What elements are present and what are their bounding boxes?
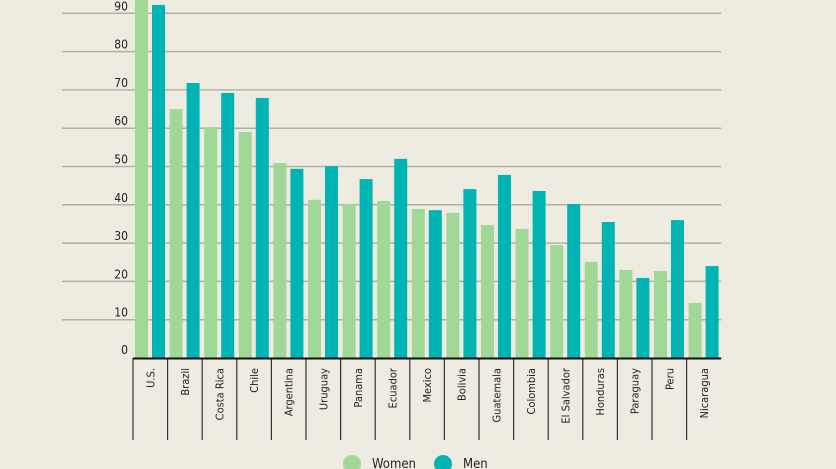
bar-men xyxy=(567,204,581,358)
bar-women xyxy=(446,212,460,358)
y-tick-label: 20 xyxy=(114,267,128,281)
bar-women xyxy=(481,225,494,358)
bar-men xyxy=(498,174,511,358)
bar-women xyxy=(342,204,356,358)
y-tick-label: 90 xyxy=(114,0,128,13)
y-tick-label: 70 xyxy=(114,76,128,90)
x-tick-label: Argentina xyxy=(283,368,296,416)
x-tick-label: Colombia xyxy=(525,368,538,415)
x-tick-label: El Salvador xyxy=(560,367,573,423)
bar-women xyxy=(584,261,598,358)
bars xyxy=(135,0,719,359)
x-tick-label: Brazil xyxy=(179,368,192,396)
legend-label-men: Men xyxy=(463,457,488,469)
bar-men xyxy=(671,220,684,358)
bar-men xyxy=(221,92,235,359)
x-tick-label: Costa Rica xyxy=(214,368,227,420)
y-tick-label: 30 xyxy=(114,229,128,243)
bar-women xyxy=(273,163,287,358)
x-tick-label: Paraguay xyxy=(629,368,642,414)
bar-men xyxy=(428,210,442,358)
bar-men xyxy=(601,222,615,358)
bar-women xyxy=(654,271,667,358)
bar-women xyxy=(619,269,633,358)
bar-men xyxy=(290,168,304,358)
legend-label-women: Women xyxy=(372,457,416,469)
y-tick-label: 10 xyxy=(114,306,128,320)
bar-men xyxy=(636,277,650,358)
bar-women xyxy=(238,132,252,358)
bar-men xyxy=(532,191,546,358)
x-tick-label: Ecuador xyxy=(387,367,400,408)
bar-men xyxy=(325,166,338,358)
y-tick-label: 40 xyxy=(114,191,128,205)
x-tick-label: Panama xyxy=(352,368,365,408)
legend-swatch-women xyxy=(343,455,361,469)
bar-men xyxy=(255,97,269,359)
bar-men xyxy=(394,158,408,358)
bar-women xyxy=(308,199,321,358)
legend-swatch-men xyxy=(434,455,452,469)
y-tick-label: 0 xyxy=(121,343,128,357)
bar-men xyxy=(152,4,165,359)
bar-men xyxy=(463,189,477,358)
bar-men xyxy=(705,266,719,358)
x-tick-label: Uruguay xyxy=(317,368,330,410)
bar-women xyxy=(688,302,702,358)
bar-women xyxy=(411,209,425,358)
bar-women xyxy=(204,127,218,359)
x-tick-label: Honduras xyxy=(594,368,607,416)
x-tick-label: Peru xyxy=(663,368,676,390)
bar-women xyxy=(515,228,529,358)
bar-women xyxy=(377,200,391,358)
y-tick-label: 60 xyxy=(114,114,128,128)
x-axis: U.S. Brazil Costa Rica Chile Argentina Urugua… xyxy=(132,357,722,440)
bar-women xyxy=(135,0,148,358)
x-tick-label: Guatemala xyxy=(490,368,503,423)
x-tick-label: Bolivia xyxy=(456,368,469,401)
legend: Women Men xyxy=(343,455,488,469)
x-tick-label: U.S. xyxy=(144,368,157,388)
y-tick-label: 50 xyxy=(114,153,128,167)
y-axis-ticks: 0 10 20 30 40 50 60 70 80 90 xyxy=(114,0,128,357)
bar-men xyxy=(359,179,373,358)
y-tick-label: 80 xyxy=(114,38,128,52)
bar-women xyxy=(169,109,183,358)
bar-women xyxy=(550,245,564,358)
bar-men xyxy=(186,83,200,359)
x-tick-label: Nicaragua xyxy=(698,368,711,418)
x-tick-label: Chile xyxy=(248,368,261,393)
x-tick-label: Mexico xyxy=(421,368,434,403)
